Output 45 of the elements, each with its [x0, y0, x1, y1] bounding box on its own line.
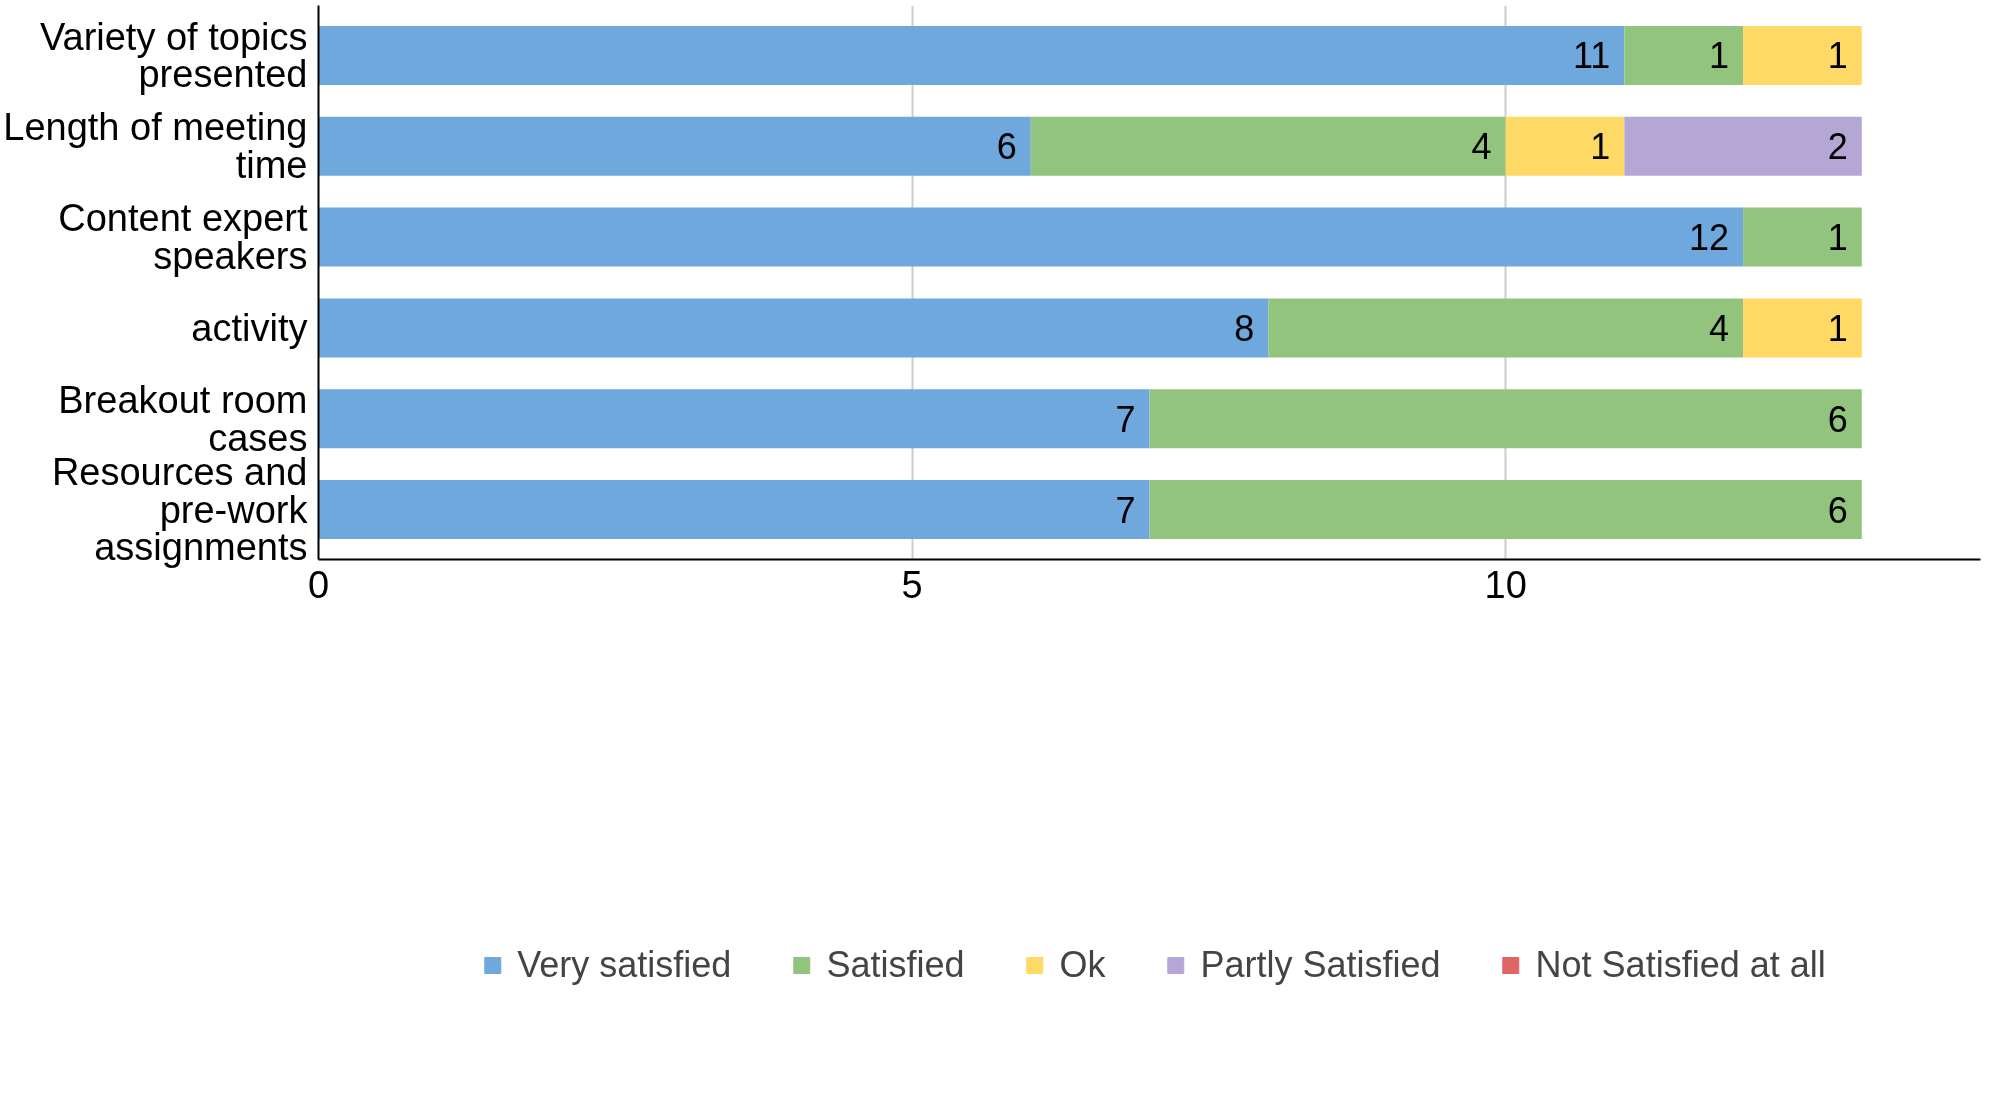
- x-tick-label: 10: [1484, 563, 1527, 606]
- bar: [1624, 116, 1862, 176]
- data-label: 4: [1709, 307, 1730, 349]
- data-label: 6: [996, 126, 1017, 168]
- data-label: 1: [1827, 217, 1848, 259]
- bar: [1624, 25, 1744, 85]
- bar: [1149, 480, 1862, 540]
- data-label: 1: [1827, 35, 1848, 77]
- data-label: 11: [1572, 35, 1611, 77]
- data-label: 7: [1115, 489, 1136, 531]
- bar: [318, 298, 1269, 358]
- bar: [318, 207, 1744, 267]
- data-label: 7: [1115, 398, 1136, 440]
- data-label: 1: [1709, 35, 1730, 77]
- data-label: 8: [1234, 307, 1255, 349]
- bar: [318, 480, 1150, 540]
- legend-label: Very satisfied: [517, 943, 732, 986]
- legend-label: Satisfied: [826, 943, 965, 986]
- data-label: 12: [1689, 217, 1730, 259]
- data-label: 1: [1827, 307, 1848, 349]
- bar: [1743, 25, 1862, 85]
- y-tick-label: Content expert speakers: [58, 197, 308, 277]
- bar: [1268, 298, 1744, 358]
- y-tick-label: activity: [191, 306, 308, 349]
- bar: [1505, 116, 1625, 176]
- bar: [1743, 298, 1862, 358]
- data-label: 6: [1827, 489, 1848, 531]
- x-tick-label: 0: [307, 563, 330, 606]
- bar: [318, 389, 1150, 449]
- data-label: 4: [1471, 126, 1492, 168]
- data-label: 1: [1590, 126, 1611, 168]
- legend-label: Not Satisfied at all: [1535, 943, 1826, 986]
- legend-label: Partly Satisfied: [1200, 943, 1441, 986]
- bar: [318, 25, 1625, 85]
- bar: [1743, 207, 1862, 267]
- y-tick-label: Resources and pre-work assignments: [51, 450, 309, 569]
- bar: [1149, 389, 1862, 449]
- data-label: 2: [1827, 126, 1848, 168]
- data-label: 6: [1827, 398, 1848, 440]
- x-tick-label: 5: [901, 563, 923, 606]
- legend-label: Ok: [1059, 943, 1106, 986]
- y-tick-label: Variety of topics presented: [39, 15, 308, 96]
- bar: [318, 116, 1031, 176]
- y-tick-label: Length of meeting time: [3, 106, 308, 187]
- bar: [1030, 116, 1506, 176]
